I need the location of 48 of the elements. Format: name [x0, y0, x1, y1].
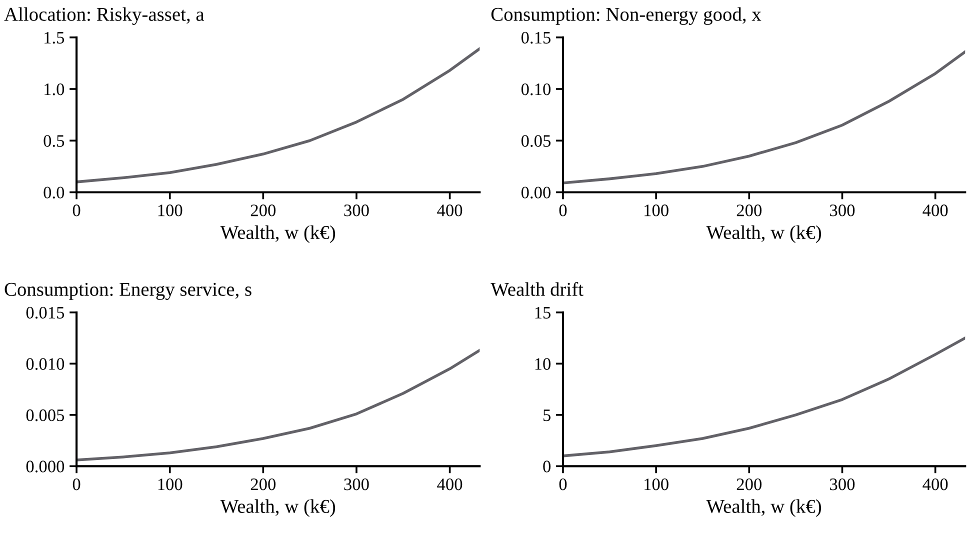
x-tick-label: 200: [736, 204, 762, 216]
y-tick-label: 0.00: [521, 186, 551, 199]
x-tick-label: 200: [250, 204, 276, 216]
line-series: [562, 336, 966, 458]
y-tick-label: 5: [544, 410, 551, 422]
y-tick-label: 0.010: [26, 358, 64, 370]
chart-title: Consumption: Non-energy good, x: [491, 7, 762, 25]
y-tick-label: 15: [535, 306, 551, 319]
y-tick-label: 0.15: [521, 32, 551, 44]
y-tick-label: 0.5: [44, 135, 64, 147]
x-tick-label: 300: [344, 204, 369, 216]
x-tick-label: 100: [158, 204, 182, 216]
y-tick-label: 0.10: [521, 83, 551, 96]
x-axis-title: Wealth, w (k€): [220, 225, 336, 243]
y-tick-label: 1.0: [44, 83, 64, 96]
x-tick-label: 300: [830, 204, 855, 216]
y-tick-label: 0.005: [26, 409, 64, 422]
y-tick-label: 0.015: [26, 306, 64, 319]
line-series: [76, 348, 480, 462]
x-tick-label: 100: [158, 478, 182, 490]
x-tick-label: 300: [830, 478, 855, 490]
y-tick-label: 1.5: [44, 32, 64, 44]
x-axis-title: Wealth, w (k€): [706, 499, 822, 517]
x-tick-label: 0: [72, 478, 80, 490]
x-tick-label: 400: [922, 478, 948, 490]
y-tick-label: 0.05: [521, 135, 551, 147]
x-axis-title: Wealth, w (k€): [706, 225, 822, 243]
x-tick-label: 0: [72, 204, 80, 216]
x-tick-label: 100: [644, 204, 668, 216]
chart-title: Wealth drift: [490, 282, 584, 296]
line-series: [562, 50, 966, 184]
x-tick-label: 0: [559, 478, 567, 490]
chart-title: Allocation: Risky-asset, a: [4, 7, 204, 25]
x-tick-label: 300: [344, 478, 369, 490]
y-tick-label: 10: [535, 358, 551, 370]
x-tick-label: 0: [559, 204, 567, 216]
x-tick-label: 100: [644, 478, 668, 490]
x-tick-label: 400: [437, 478, 462, 490]
y-tick-label: 0: [543, 460, 551, 472]
chart-title: Consumption: Energy service, s: [4, 282, 252, 300]
x-tick-label: 400: [437, 204, 462, 216]
line-series: [76, 47, 480, 184]
x-tick-label: 400: [922, 204, 948, 216]
y-tick-label: 0.0: [44, 186, 64, 199]
y-tick-label: 0.000: [26, 460, 64, 472]
x-axis-title: Wealth, w (k€): [220, 499, 336, 517]
x-tick-label: 200: [736, 478, 762, 490]
x-tick-label: 200: [250, 478, 276, 490]
